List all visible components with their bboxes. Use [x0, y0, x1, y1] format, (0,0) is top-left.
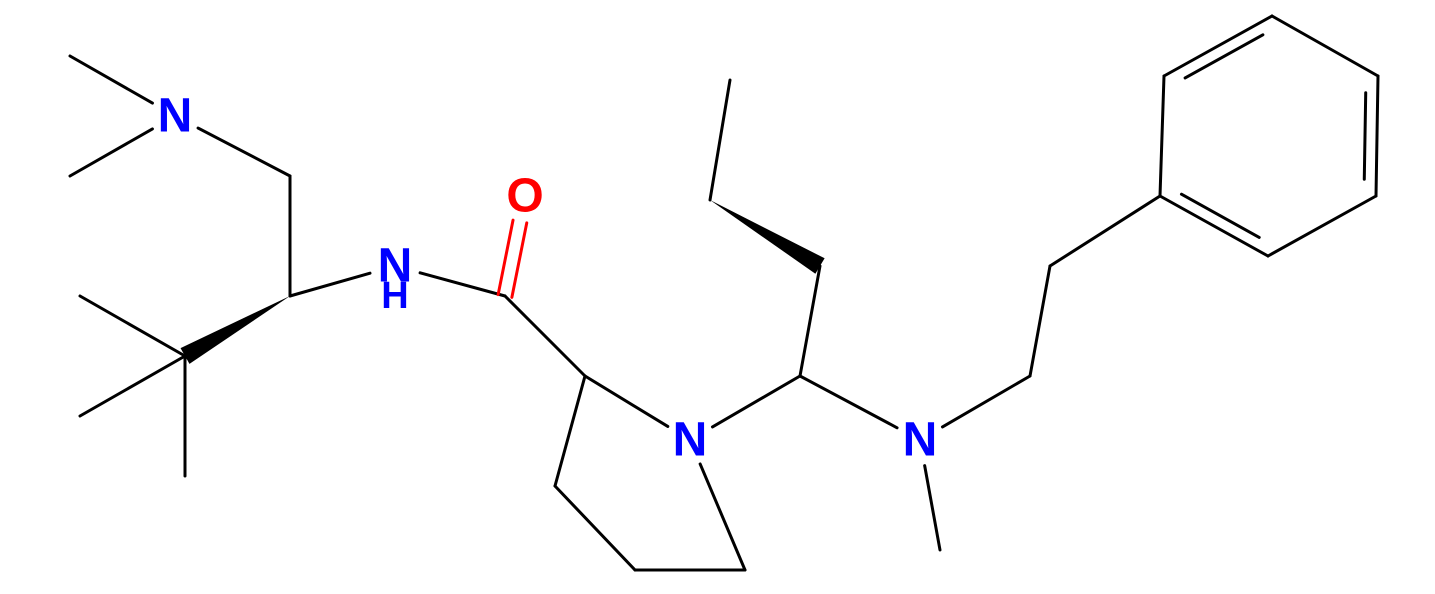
bond	[700, 464, 745, 570]
hydrogen-sub-label: H	[381, 275, 408, 317]
bond	[80, 356, 185, 416]
nitrogen-label: N	[673, 414, 708, 467]
bond	[800, 266, 820, 376]
bond	[585, 376, 668, 426]
bond	[498, 220, 513, 295]
bond	[198, 128, 290, 176]
bond	[420, 273, 505, 296]
bond	[80, 296, 185, 356]
bond	[512, 223, 527, 298]
bond	[942, 376, 1030, 427]
bond	[712, 376, 800, 427]
chemical-structure-diagram: NNHONN	[0, 0, 1435, 594]
bond	[1030, 266, 1050, 376]
bond	[1050, 196, 1160, 266]
bond	[925, 466, 940, 550]
nitrogen-label: N	[158, 90, 193, 143]
bond	[1160, 196, 1268, 256]
bond	[70, 56, 152, 103]
wedge-bond	[181, 296, 290, 364]
bond	[1164, 16, 1272, 76]
bond	[290, 273, 370, 296]
bond	[1268, 196, 1376, 256]
bond	[70, 129, 152, 176]
bond	[1160, 76, 1164, 196]
oxygen-label: O	[506, 170, 543, 223]
bond	[555, 486, 635, 570]
nitrogen-label: N	[903, 414, 938, 467]
wedge-bond	[710, 200, 825, 274]
bond	[800, 376, 897, 428]
bond	[1364, 93, 1365, 179]
bond	[555, 376, 585, 486]
bond	[710, 80, 730, 200]
bond	[1376, 76, 1378, 196]
bond	[505, 296, 585, 376]
bond	[1272, 16, 1378, 76]
